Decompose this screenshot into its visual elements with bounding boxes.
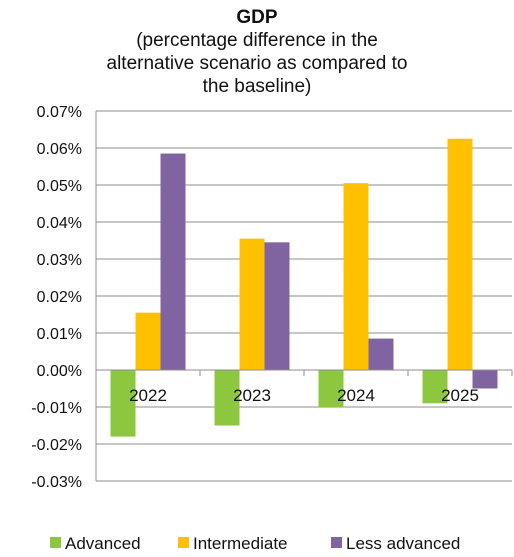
x-category-label: 2024 xyxy=(337,386,375,405)
bar xyxy=(214,370,240,426)
y-tick-label: -0.03% xyxy=(31,474,82,491)
y-tick-label: 0.00% xyxy=(37,363,82,380)
bar xyxy=(110,370,136,437)
legend-swatch xyxy=(178,537,189,548)
y-tick-label: 0.03% xyxy=(37,252,82,269)
x-category-label: 2025 xyxy=(441,386,479,405)
legend-swatch xyxy=(331,537,342,548)
chart-title: GDP xyxy=(236,7,278,28)
y-tick-label: 0.05% xyxy=(37,178,82,195)
y-tick-label: 0.06% xyxy=(37,141,82,158)
y-tick-label: 0.01% xyxy=(37,326,82,343)
bar xyxy=(422,370,448,404)
bar xyxy=(343,183,369,370)
x-category-label: 2022 xyxy=(129,386,167,405)
x-category-label: 2023 xyxy=(233,386,271,405)
legend-label: Advanced xyxy=(65,534,141,553)
chart-title-block: GDP (percentage difference in the altern… xyxy=(0,6,514,98)
bar xyxy=(318,370,344,407)
y-tick-label: 0.02% xyxy=(37,289,82,306)
bar xyxy=(447,138,473,370)
legend-label: Less advanced xyxy=(346,534,460,553)
legend-swatch xyxy=(50,537,61,548)
y-tick-label: 0.07% xyxy=(37,104,82,121)
bar xyxy=(239,238,265,370)
y-tick-label: -0.01% xyxy=(31,400,82,417)
legend-label: Intermediate xyxy=(193,534,288,553)
chart-subtitle-line-1: (percentage difference in the xyxy=(136,30,378,51)
bar xyxy=(368,338,394,370)
chart-subtitle-line-2: alternative scenario as compared to xyxy=(106,53,408,74)
chart-subtitle-line-3: the baseline) xyxy=(202,76,312,97)
bar xyxy=(472,370,498,389)
y-tick-label: -0.02% xyxy=(31,437,82,454)
bar xyxy=(264,242,290,370)
bar xyxy=(160,153,186,370)
bar xyxy=(135,312,161,370)
y-tick-label: 0.04% xyxy=(37,215,82,232)
